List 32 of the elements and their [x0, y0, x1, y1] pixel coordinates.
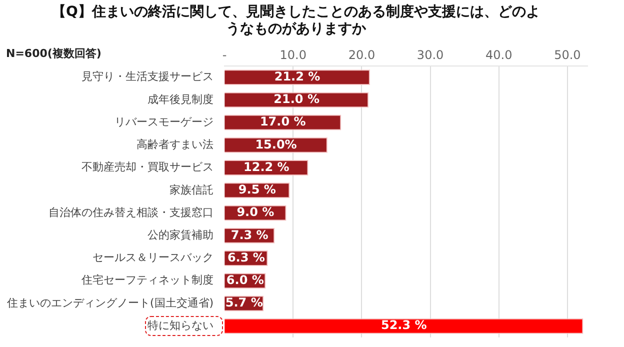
y-tick-label: 成年後見制度: [148, 92, 214, 106]
data-label: 17.0 %: [260, 114, 306, 129]
y-tick-label: 公的家賃補助: [148, 228, 214, 242]
x-tick-label: 30.0: [416, 48, 444, 62]
y-tick-label: 高齢者すまい法: [136, 138, 214, 152]
data-label: 7.3 %: [230, 228, 268, 242]
data-label: 21.2 %: [274, 69, 320, 84]
x-tick-label: 50.0: [554, 48, 581, 62]
data-label: 21.0 %: [274, 92, 320, 106]
data-label: 15.0%: [255, 137, 297, 152]
y-tick-label: 見守り・生活支援サービス: [82, 70, 214, 84]
x-tick-label: 20.0: [348, 48, 376, 62]
y-tick-label: 家族信託: [170, 183, 214, 196]
y-tick-label: 不動産売却・買取サービス: [82, 160, 214, 174]
data-label: 12.2 %: [244, 160, 290, 174]
chart-title: 【Q】住まいの終活に関して、見聞きしたことのある制度や支援には、どのようなものがありますか: [52, 3, 540, 37]
y-tick-label: 住宅セーフティネット制度: [82, 274, 214, 287]
data-label: 6.3 %: [227, 250, 265, 264]
x-tick-label: 40.0: [486, 48, 512, 62]
y-tick-label: セールス＆リースバック: [92, 251, 214, 264]
data-label: 9.0 %: [236, 205, 274, 220]
data-label: 6.0 %: [226, 272, 264, 287]
y-tick-label: 特に知らない: [148, 318, 214, 332]
data-label: 5.7 %: [225, 296, 263, 310]
x-tick-label: 10.0: [280, 48, 307, 62]
data-label: 52.3 %: [380, 318, 427, 332]
text: N=600(複数回答): [6, 46, 102, 60]
y-tick-label: 自治体の住み替え相談・支援窓口: [48, 206, 214, 219]
y-tick-label: リバースモーゲージ: [114, 115, 214, 128]
data-label: 9.5 %: [238, 182, 276, 197]
y-tick-label: 住まいのエンディングノート(国土交通省): [6, 296, 214, 310]
x-tick-label: -: [222, 48, 227, 62]
